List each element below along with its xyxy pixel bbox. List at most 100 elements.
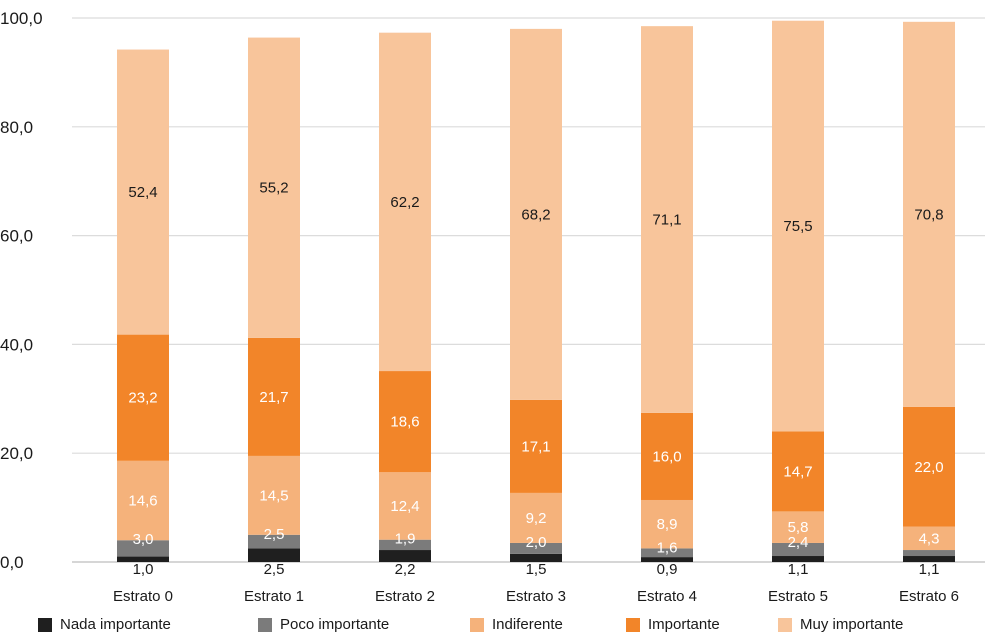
data-label: 1,6: [657, 539, 678, 556]
bar-segment: [641, 412, 693, 500]
data-label: 2,0: [526, 534, 547, 551]
bar-segment: [903, 550, 955, 557]
data-label: 12,4: [390, 498, 419, 515]
bar-segment: [903, 406, 955, 527]
bar-segment: [248, 37, 300, 338]
x-category-label: Estrato 6: [899, 588, 959, 605]
bar-segment: [510, 492, 562, 543]
bar-segment: [379, 32, 431, 372]
bars: [117, 20, 955, 562]
y-axis-ticks: 0,0 20,0 40,0 60,0 80,0 100,0: [0, 9, 43, 572]
data-label: 0,9: [657, 561, 678, 578]
y-tick-label: 40,0: [0, 335, 33, 354]
bar-segment: [379, 550, 431, 562]
data-label: 55,2: [259, 180, 288, 197]
bar-segment: [772, 20, 824, 432]
data-label: 1,1: [788, 561, 809, 578]
data-label: 14,7: [783, 463, 812, 480]
legend-label: Importante: [648, 616, 720, 633]
legend-swatch: [258, 617, 272, 632]
legend-swatch: [778, 617, 792, 632]
legend-swatch: [470, 617, 484, 632]
legend-label: Nada importante: [60, 616, 171, 633]
data-label: 3,0: [133, 531, 154, 548]
legend-label: Indiferente: [492, 616, 563, 633]
bar-segment: [641, 548, 693, 558]
y-tick-label: 100,0: [0, 9, 43, 28]
bar-segment: [117, 556, 169, 562]
data-label: 1,0: [133, 561, 154, 578]
data-label: 2,5: [264, 526, 285, 543]
bar-segment: [248, 534, 300, 549]
legend-item: Muy importante: [778, 616, 903, 633]
data-label: 71,1: [652, 212, 681, 229]
bar-segment: [117, 540, 169, 557]
x-category-label: Estrato 2: [375, 588, 435, 605]
data-label: 2,2: [395, 561, 416, 578]
data-label: 75,5: [783, 218, 812, 235]
legend-item: Importante: [626, 616, 720, 633]
data-labels: 1,0 3,0 14,6 23,2 52,4 2,5 2,5 14,5 21,7 55,2 2,2 1…: [128, 180, 943, 578]
data-label: 18,6: [390, 414, 419, 431]
bar-segment: [379, 472, 431, 540]
legend-item: Nada importante: [38, 616, 171, 633]
data-label: 62,2: [390, 194, 419, 211]
data-label: 52,4: [128, 184, 157, 201]
data-label: 2,5: [264, 561, 285, 578]
data-label: 17,1: [521, 438, 550, 455]
bar-segment: [510, 553, 562, 562]
data-label: 5,8: [788, 519, 809, 536]
bar-segment: [510, 542, 562, 554]
y-tick-label: 20,0: [0, 444, 33, 463]
bar-segment: [248, 548, 300, 562]
bar-segment: [641, 499, 693, 549]
legend: Nada importante Poco importante Indiferent…: [0, 616, 985, 642]
data-label: 16,0: [652, 448, 681, 465]
legend-swatch: [626, 617, 640, 632]
legend-item: Poco importante: [258, 616, 389, 633]
bar-segment: [117, 460, 169, 541]
data-label: 68,2: [521, 206, 550, 223]
y-tick-label: 60,0: [0, 227, 33, 246]
data-label: 1,9: [395, 531, 416, 548]
bar-segment: [510, 28, 562, 400]
bar-segment: [772, 556, 824, 562]
x-category-label: Estrato 4: [637, 588, 697, 605]
data-label: 70,8: [914, 206, 943, 223]
bar-segment: [117, 49, 169, 335]
bar-segment: [903, 21, 955, 407]
data-label: 1,5: [526, 561, 547, 578]
x-category-label: Estrato 5: [768, 588, 828, 605]
data-label: 9,2: [526, 510, 547, 527]
bar-segment: [772, 431, 824, 512]
bar-segment: [772, 511, 824, 543]
data-label: 23,2: [128, 390, 157, 407]
data-label: 2,4: [788, 534, 809, 551]
legend-item: Indiferente: [470, 616, 563, 633]
chart-canvas: 0,0 20,0 40,0 60,0 80,0 100,0 1,0 3,0 14,6 23,2 5…: [0, 9, 985, 605]
data-label: 1,1: [919, 561, 940, 578]
x-axis-categories: Estrato 0 Estrato 1 Estrato 2 Estrato 3 Estr…: [113, 588, 959, 605]
data-label: 14,6: [128, 493, 157, 510]
bar-segment: [903, 526, 955, 551]
data-label: 22,0: [914, 459, 943, 476]
bar-segment: [772, 542, 824, 557]
y-tick-label: 0,0: [0, 553, 24, 572]
legend-label: Muy importante: [800, 616, 904, 633]
bar-segment: [379, 539, 431, 551]
x-category-label: Estrato 1: [244, 588, 304, 605]
bar-segment: [248, 337, 300, 456]
bar-segment: [510, 399, 562, 493]
bar-segment: [117, 334, 169, 461]
bar-segment: [903, 556, 955, 562]
bar-segment: [641, 557, 693, 562]
bar-segment: [641, 26, 693, 413]
x-category-label: Estrato 3: [506, 588, 566, 605]
data-label: 14,5: [259, 487, 288, 504]
legend-swatch: [38, 617, 52, 632]
y-tick-label: 80,0: [0, 118, 33, 137]
x-category-label: Estrato 0: [113, 588, 173, 605]
data-label: 4,3: [919, 530, 940, 547]
legend-label: Poco importante: [280, 616, 390, 633]
